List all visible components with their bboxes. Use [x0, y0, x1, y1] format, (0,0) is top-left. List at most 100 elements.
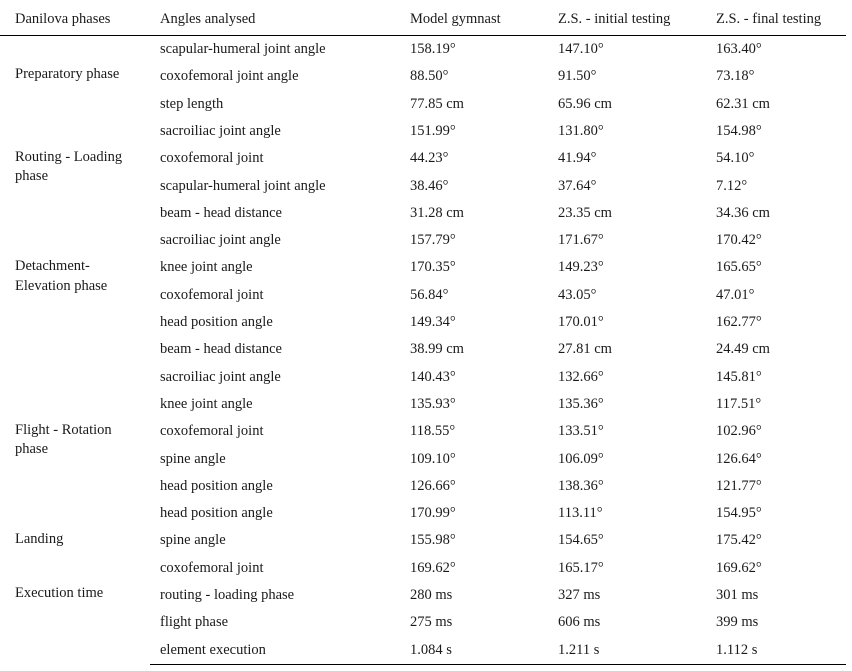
table-row: coxofemoral joint 118.55° 133.51° 102.96°	[0, 419, 852, 446]
initial-value-cell: 131.80°	[558, 122, 604, 139]
final-value-cell: 145.81°	[716, 368, 762, 385]
initial-value-cell: 1.211 s	[558, 641, 600, 658]
initial-value-cell: 91.50°	[558, 68, 597, 85]
initial-value-cell: 132.66°	[558, 368, 604, 385]
final-value-cell: 117.51°	[716, 395, 762, 412]
phase-label: Routing - Loading	[15, 149, 123, 165]
table-row: flight phase 275 ms 606 ms 399 ms	[0, 610, 852, 637]
model-value-cell: 169.62°	[410, 559, 456, 576]
final-value-cell: 62.31 cm	[716, 95, 770, 112]
angle-cell: head position angle	[160, 477, 273, 494]
table-row: beam - head distance 31.28 cm 23.35 cm 34.3…	[0, 201, 852, 228]
final-value-cell: 126.64°	[716, 450, 762, 467]
model-value-cell: 38.99 cm	[410, 341, 464, 358]
model-value-cell: 118.55°	[410, 423, 456, 440]
table-row: head position angle 149.34° 170.01° 162.77°	[0, 310, 852, 337]
model-value-cell: 31.28 cm	[410, 204, 464, 221]
model-value-cell: 88.50°	[410, 68, 449, 85]
angle-cell: coxofemoral joint angle	[160, 68, 299, 85]
angle-cell: coxofemoral joint	[160, 423, 264, 440]
initial-value-cell: 171.67°	[558, 232, 604, 249]
header-final: Z.S. - final testing	[716, 11, 822, 27]
initial-value-cell: 65.96 cm	[558, 95, 612, 112]
final-value-cell: 169.62°	[716, 559, 762, 576]
angle-cell: coxofemoral joint	[160, 150, 264, 167]
initial-value-cell: 154.65°	[558, 532, 604, 549]
table-row: sacroiliac joint angle 157.79° 171.67° 170.…	[0, 228, 852, 255]
model-value-cell: 170.35°	[410, 259, 456, 276]
final-value-cell: 170.42°	[716, 232, 762, 249]
angle-cell: coxofemoral joint	[160, 286, 264, 303]
final-value-cell: 47.01°	[716, 286, 755, 303]
model-value-cell: 56.84°	[410, 286, 449, 303]
initial-value-cell: 165.17°	[558, 559, 604, 576]
final-value-cell: 154.98°	[716, 122, 762, 139]
angle-cell: spine angle	[160, 450, 226, 467]
final-value-cell: 175.42°	[716, 532, 762, 549]
initial-value-cell: 27.81 cm	[558, 341, 612, 358]
table-row: knee joint angle 170.35° 149.23° 165.65°	[0, 255, 852, 282]
final-value-cell: 162.77°	[716, 314, 762, 330]
final-value-cell: 399 ms	[716, 614, 759, 631]
angle-cell: beam - head distance	[160, 204, 282, 221]
model-value-cell: 38.46°	[410, 177, 449, 194]
model-value-cell: 109.10°	[410, 450, 456, 467]
final-value-cell: 102.96°	[716, 423, 762, 440]
initial-value-cell: 106.09°	[558, 450, 604, 467]
final-value-cell: 165.65°	[716, 259, 762, 276]
model-value-cell: 149.34°	[410, 314, 456, 330]
angle-cell: coxofemoral joint	[160, 559, 264, 576]
initial-value-cell: 23.35 cm	[558, 204, 612, 221]
initial-value-cell: 135.36°	[558, 395, 604, 412]
table-row: sacroiliac joint angle 151.99° 131.80° 154.…	[0, 119, 852, 146]
initial-value-cell: 37.64°	[558, 177, 597, 194]
angle-cell: knee joint angle	[160, 395, 253, 412]
angle-cell: spine angle	[160, 532, 226, 549]
final-value-cell: 301 ms	[716, 587, 759, 603]
model-value-cell: 275 ms	[410, 614, 453, 631]
header-angle: Angles analysed	[160, 11, 256, 27]
angle-cell: sacroiliac joint angle	[160, 232, 281, 249]
phase-label: phase	[15, 441, 49, 457]
angle-cell: element execution	[160, 641, 266, 658]
model-value-cell: 280 ms	[410, 587, 453, 603]
final-value-cell: 34.36 cm	[716, 204, 770, 221]
table-row: head position angle 170.99° 113.11° 154.95°	[0, 501, 852, 528]
footer-rule	[150, 664, 846, 665]
initial-value-cell: 113.11°	[558, 505, 603, 522]
angle-cell: sacroiliac joint angle	[160, 368, 281, 385]
angle-cell: routing - loading phase	[160, 587, 295, 603]
table-row: sacroiliac joint angle 140.43° 132.66° 145.…	[0, 365, 852, 392]
table-row: head position angle 126.66° 138.36° 121.77°	[0, 474, 852, 501]
header-rule	[0, 35, 846, 36]
phase-label: Flight - Rotation	[15, 422, 112, 438]
phase-label: Elevation phase	[15, 278, 108, 294]
table-row: routing - loading phase 280 ms 327 ms 301 m…	[0, 583, 852, 610]
initial-value-cell: 133.51°	[558, 423, 604, 440]
final-value-cell: 24.49 cm	[716, 341, 770, 358]
model-value-cell: 126.66°	[410, 477, 456, 494]
initial-value-cell: 170.01°	[558, 314, 604, 330]
initial-value-cell: 138.36°	[558, 477, 604, 494]
angle-cell: head position angle	[160, 505, 273, 522]
table-row: coxofemoral joint 56.84° 43.05° 47.01°	[0, 283, 852, 310]
initial-value-cell: 41.94°	[558, 150, 597, 167]
angle-cell: head position angle	[160, 314, 273, 330]
model-value-cell: 158.19°	[410, 41, 456, 57]
table-row: spine angle 155.98° 154.65° 175.42°	[0, 528, 852, 555]
table-row: knee joint angle 135.93° 135.36° 117.51°	[0, 392, 852, 419]
model-value-cell: 44.23°	[410, 150, 449, 167]
angle-cell: scapular-humeral joint angle	[160, 177, 326, 194]
final-value-cell: 121.77°	[716, 477, 762, 494]
header-initial: Z.S. - initial testing	[558, 11, 671, 27]
phase-label: Landing	[15, 531, 64, 547]
phase-label: Execution time	[15, 585, 104, 601]
model-value-cell: 77.85 cm	[410, 95, 464, 112]
angle-cell: knee joint angle	[160, 259, 253, 276]
angle-cell: flight phase	[160, 614, 229, 631]
final-value-cell: 154.95°	[716, 505, 762, 522]
table-row: step length 77.85 cm 65.96 cm 62.31 cm	[0, 92, 852, 119]
model-value-cell: 170.99°	[410, 505, 456, 522]
table-row: coxofemoral joint 44.23° 41.94° 54.10°	[0, 146, 852, 173]
